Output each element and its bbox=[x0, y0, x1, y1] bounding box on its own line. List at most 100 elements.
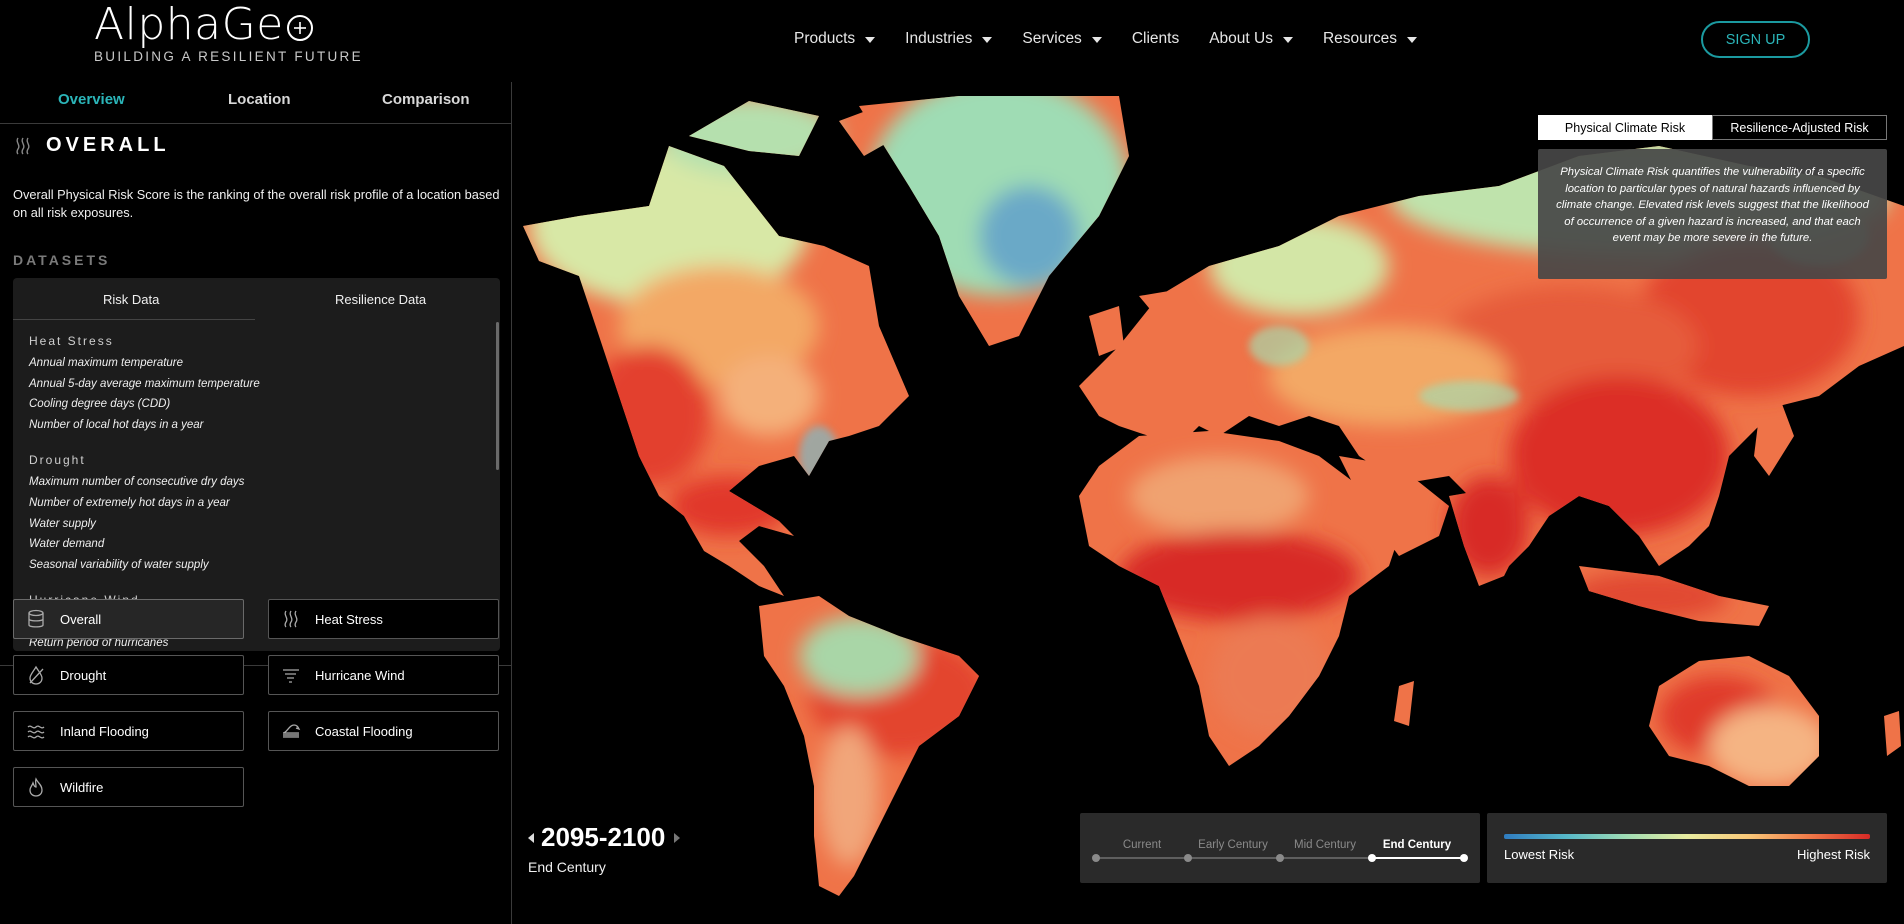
risk-type-toggle: Physical Climate Risk Resilience-Adjuste… bbox=[1538, 115, 1887, 140]
legend-gradient bbox=[1504, 834, 1870, 839]
timeline-dot-active[interactable] bbox=[1368, 854, 1376, 862]
flame-icon bbox=[29, 777, 43, 797]
tab-overview[interactable]: Overview bbox=[58, 91, 125, 108]
caret-down-icon bbox=[982, 36, 993, 43]
hazard-button-label: Drought bbox=[60, 667, 107, 683]
globe-icon bbox=[286, 15, 313, 41]
period-value: 2095-2100 bbox=[541, 822, 666, 852]
nav-resources[interactable]: Resources bbox=[1322, 30, 1418, 48]
hazard-button-label: Wildfire bbox=[60, 779, 104, 795]
period-subtitle: End Century bbox=[528, 859, 606, 875]
dataset-item[interactable]: Annual 5-day average maximum temperature bbox=[29, 377, 260, 390]
timeline-dot[interactable] bbox=[1276, 854, 1284, 862]
dataset-item[interactable]: Number of local hot days in a year bbox=[29, 418, 204, 431]
tab-risk-data[interactable]: Risk Data bbox=[103, 292, 160, 307]
tab-comparison[interactable]: Comparison bbox=[382, 91, 470, 108]
sidebar: Overview Location Comparison OVERALL Ove… bbox=[0, 82, 512, 924]
section-title: OVERALL bbox=[14, 134, 170, 157]
top-header: AlphaGe BUILDING A RESILIENT FUTURE Prod… bbox=[0, 0, 1904, 82]
nav-clients[interactable]: Clients bbox=[1132, 30, 1179, 48]
timeline-early-century[interactable]: Early Century bbox=[1198, 839, 1268, 851]
dataset-item[interactable]: Annual maximum temperature bbox=[29, 357, 184, 369]
timeline-current[interactable]: Current bbox=[1122, 839, 1162, 851]
nav-products[interactable]: Products bbox=[794, 30, 876, 48]
tab-location[interactable]: Location bbox=[228, 91, 291, 108]
logo-wordmark: AlphaGe bbox=[94, 2, 363, 48]
dataset-category: Heat Stress bbox=[29, 334, 114, 348]
dataset-category: Drought bbox=[29, 453, 86, 468]
hazard-button-overall[interactable]: Overall bbox=[13, 599, 244, 639]
timeline-dot[interactable] bbox=[1184, 854, 1192, 862]
hazard-button-hurricane-wind[interactable]: Hurricane Wind bbox=[268, 655, 499, 695]
hazard-button-drought[interactable]: Drought bbox=[13, 655, 244, 695]
legend-low-label: Lowest Risk bbox=[1504, 847, 1575, 862]
caret-down-icon bbox=[1091, 36, 1102, 43]
datasets-label: DATASETS bbox=[13, 252, 111, 268]
hazard-button-label: Heat Stress bbox=[315, 611, 383, 627]
timeline-track-active bbox=[1372, 857, 1464, 859]
period-row: 2095-2100 bbox=[528, 822, 681, 853]
timeline-dot-end[interactable] bbox=[1460, 854, 1468, 862]
hazard-button-coastal-flooding[interactable]: Coastal Flooding bbox=[268, 711, 499, 751]
nav-item-label: Products bbox=[794, 30, 856, 47]
legend-high-label: Highest Risk bbox=[1797, 847, 1870, 862]
sign-up-button[interactable]: SIGN UP bbox=[1701, 21, 1810, 58]
coastal-wave-icon bbox=[282, 724, 301, 738]
nav-industries[interactable]: Industries bbox=[905, 30, 993, 48]
hazard-button-label: Overall bbox=[60, 611, 102, 627]
tab-resilience-data[interactable]: Resilience Data bbox=[335, 292, 427, 307]
heat-waves-icon bbox=[16, 137, 30, 154]
section-description: Overall Physical Risk Score is the ranki… bbox=[13, 187, 500, 220]
wind-icon bbox=[283, 669, 299, 683]
datasets-scrollbar[interactable] bbox=[496, 322, 499, 470]
timeline-slider: Current Early Century Mid Century End Ce… bbox=[1080, 813, 1480, 883]
hazard-button-inland-flooding[interactable]: Inland Flooding bbox=[13, 711, 244, 751]
database-icon bbox=[28, 609, 44, 628]
caret-down-icon bbox=[1407, 36, 1418, 43]
nav-services[interactable]: Services bbox=[1022, 30, 1102, 48]
timeline-end-century[interactable]: End Century bbox=[1382, 839, 1452, 851]
timeline-track bbox=[1096, 857, 1372, 859]
toggle-physical-climate-risk[interactable]: Physical Climate Risk bbox=[1538, 115, 1712, 140]
toggle-resilience-adjusted-risk[interactable]: Resilience-Adjusted Risk bbox=[1712, 115, 1887, 140]
world-map[interactable] bbox=[519, 96, 1904, 904]
datasets-panel: Risk Data Resilience Data Heat Stress Ann… bbox=[13, 278, 500, 651]
previous-period-arrow-icon[interactable] bbox=[528, 832, 534, 843]
sidebar-tabs: Overview Location Comparison bbox=[0, 82, 512, 124]
risk-legend: Lowest Risk Highest Risk bbox=[1487, 813, 1887, 883]
caret-down-icon bbox=[1282, 36, 1293, 43]
caret-down-icon bbox=[865, 36, 876, 43]
dataset-item[interactable]: Water supply bbox=[29, 517, 96, 530]
hazard-button-heat-stress[interactable]: Heat Stress bbox=[268, 599, 499, 639]
logo-tagline: BUILDING A RESILIENT FUTURE bbox=[94, 49, 363, 64]
dataset-item[interactable]: Water demand bbox=[29, 538, 105, 551]
dataset-item[interactable]: Cooling degree days (CDD) bbox=[29, 398, 171, 411]
main-nav: Products Industries Services Clients About U… bbox=[794, 30, 1418, 48]
period-display: 2095-2100 End Century bbox=[528, 822, 681, 875]
section-title-text: OVERALL bbox=[46, 134, 170, 156]
nav-item-label: Resources bbox=[1322, 30, 1398, 47]
dataset-item[interactable]: Number of extremely hot days in a year bbox=[29, 496, 230, 509]
water-waves-icon bbox=[27, 725, 45, 739]
hazard-button-label: Coastal Flooding bbox=[315, 723, 413, 739]
hazard-button-wildfire[interactable]: Wildfire bbox=[13, 767, 244, 807]
dataset-item[interactable]: Seasonal variability of water supply bbox=[29, 558, 209, 571]
timeline-dot[interactable] bbox=[1092, 854, 1100, 862]
risk-info-box: Physical Climate Risk quantifies the vul… bbox=[1538, 149, 1887, 279]
logo[interactable]: AlphaGe BUILDING A RESILIENT FUTURE bbox=[94, 2, 363, 65]
nav-item-label: Services bbox=[1022, 30, 1082, 47]
nav-item-label: Clients bbox=[1131, 30, 1180, 47]
dataset-item[interactable]: Return period of hurricanes bbox=[29, 636, 169, 649]
nav-about-us[interactable]: About Us bbox=[1209, 30, 1293, 48]
drought-icon bbox=[29, 665, 44, 685]
hazard-button-label: Inland Flooding bbox=[60, 723, 149, 739]
hazard-button-label: Hurricane Wind bbox=[315, 667, 405, 683]
nav-item-label: Industries bbox=[905, 30, 973, 47]
heat-waves-icon bbox=[284, 610, 298, 628]
timeline-mid-century[interactable]: Mid Century bbox=[1294, 839, 1356, 851]
divider bbox=[0, 665, 512, 666]
next-period-arrow-icon[interactable] bbox=[674, 832, 681, 843]
nav-item-label: About Us bbox=[1209, 30, 1273, 47]
dataset-item[interactable]: Maximum number of consecutive dry days bbox=[29, 476, 245, 489]
active-tab-underline bbox=[13, 319, 255, 320]
